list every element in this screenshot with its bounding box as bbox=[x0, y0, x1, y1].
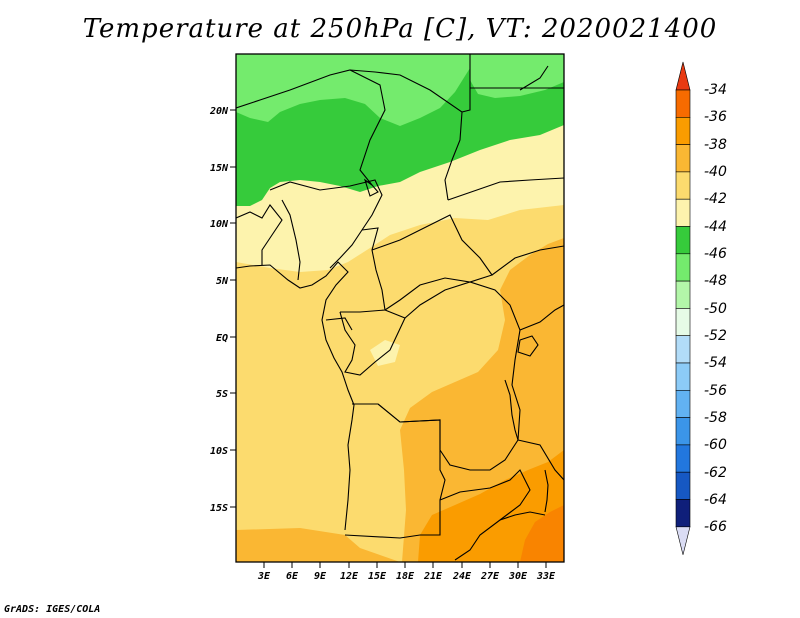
colorbar-label: -58 bbox=[704, 410, 727, 426]
map-frame bbox=[235, 53, 565, 563]
colorbar-swatch bbox=[675, 171, 691, 200]
colorbar-label: -48 bbox=[704, 273, 727, 289]
colorbar-swatch bbox=[675, 471, 691, 500]
lat-label: EQ bbox=[216, 333, 228, 344]
colorbar-swatch bbox=[675, 226, 691, 255]
colorbar-swatch bbox=[675, 444, 691, 473]
border-sahara bbox=[236, 69, 386, 186]
credit-label: GrADS: IGES/COLA bbox=[4, 604, 101, 615]
colorbar-swatch bbox=[675, 117, 691, 145]
lon-label: 27E bbox=[480, 571, 500, 582]
nile bbox=[519, 65, 549, 91]
colorbar-label: -46 bbox=[704, 246, 727, 262]
lake-malawi bbox=[544, 469, 549, 513]
colorbar-bottom-arrow bbox=[675, 526, 691, 555]
colorbar-label: -66 bbox=[704, 519, 727, 535]
colorbar-swatch bbox=[675, 308, 691, 336]
border-tanzania bbox=[517, 439, 564, 481]
lon-label: 6E bbox=[286, 571, 299, 582]
lon-label: 9E bbox=[314, 571, 327, 582]
colorbar-swatch bbox=[675, 280, 691, 309]
colorbar-label: -52 bbox=[704, 328, 727, 344]
border-southsudan bbox=[491, 245, 564, 276]
colorbar-label: -36 bbox=[704, 109, 727, 125]
band-minus-36-core bbox=[520, 505, 564, 562]
colorbar-label: -56 bbox=[704, 383, 727, 399]
coastline-west bbox=[236, 261, 355, 531]
lake-tanganyika bbox=[504, 379, 519, 441]
colorbar-swatch bbox=[675, 417, 691, 446]
lon-label: 21E bbox=[423, 571, 443, 582]
border-benin bbox=[281, 199, 301, 281]
band-minus-38-coast bbox=[236, 528, 400, 562]
border-car bbox=[371, 214, 493, 311]
lon-label: 33E bbox=[536, 571, 556, 582]
lon-label: 12E bbox=[340, 571, 359, 582]
colorbar-label: -60 bbox=[704, 437, 727, 453]
border-angola bbox=[344, 403, 446, 539]
colorbar-top-arrow bbox=[675, 61, 691, 91]
lat-label: 5S bbox=[216, 389, 228, 400]
colorbar-swatch bbox=[675, 499, 691, 528]
colorbar-labels: -34 -36 -38 -40 -42 -44 -46 -48 -50 -52 … bbox=[704, 82, 727, 535]
border-cameroon bbox=[340, 227, 386, 313]
border-sudan bbox=[447, 177, 564, 201]
border-nigeria bbox=[269, 179, 383, 269]
colorbar-label: -50 bbox=[704, 301, 727, 317]
lon-label: 18E bbox=[396, 571, 415, 582]
colorbar-label: -54 bbox=[704, 355, 727, 371]
lon-label: 24E bbox=[452, 571, 472, 582]
colorbar-label: -40 bbox=[704, 164, 727, 180]
lat-label: 15N bbox=[210, 163, 229, 174]
lat-label: 20N bbox=[209, 106, 229, 117]
border-congo bbox=[339, 311, 406, 376]
colorbar-swatch bbox=[675, 198, 691, 227]
border-libya bbox=[461, 54, 471, 113]
band-minus-36 bbox=[418, 450, 564, 562]
lon-label: 30E bbox=[508, 571, 528, 582]
colorbar-swatch bbox=[675, 389, 691, 418]
band-minus-48 bbox=[236, 54, 470, 126]
border-eastafrica bbox=[519, 304, 564, 331]
colorbar-label: -62 bbox=[704, 465, 727, 481]
colorbar-swatch bbox=[675, 89, 691, 118]
colorbar-label: -64 bbox=[704, 492, 727, 508]
country-borders bbox=[236, 54, 564, 561]
colorbar-label: -42 bbox=[704, 191, 727, 207]
colorbar-label: -44 bbox=[704, 219, 727, 235]
colorbar-swatch bbox=[675, 253, 691, 282]
colorbar-swatch bbox=[675, 335, 691, 364]
colorbar-swatch bbox=[675, 144, 691, 173]
lon-axis: 3E 6E 9E 12E 15E 18E 21E 24E 27E 30E 33E bbox=[257, 562, 556, 582]
border-westafrica bbox=[236, 204, 283, 265]
border-zambia bbox=[439, 469, 531, 561]
colorbar-label: -34 bbox=[704, 82, 727, 98]
colorbar-swatch bbox=[675, 362, 691, 391]
lat-label: 15S bbox=[210, 503, 228, 514]
lat-label: 10S bbox=[210, 446, 228, 457]
map-title: Temperature at 250hPa [C], VT: 202002140… bbox=[82, 14, 718, 44]
colorbar-label: -38 bbox=[704, 137, 727, 153]
border-gabon bbox=[325, 317, 353, 331]
lat-label: 5N bbox=[216, 276, 229, 287]
lon-label: 15E bbox=[368, 571, 387, 582]
colorbar bbox=[675, 61, 691, 555]
temperature-field bbox=[236, 54, 564, 562]
lake-victoria bbox=[517, 335, 539, 357]
band-minus-48-east bbox=[470, 54, 564, 98]
lat-axis: 20N 15N 10N 5N EQ 5S 10S 15S bbox=[209, 106, 236, 514]
lake-chad bbox=[363, 178, 379, 197]
lake-kariba bbox=[499, 511, 546, 521]
lat-label: 10N bbox=[210, 219, 229, 230]
lon-label: 3E bbox=[257, 571, 271, 582]
